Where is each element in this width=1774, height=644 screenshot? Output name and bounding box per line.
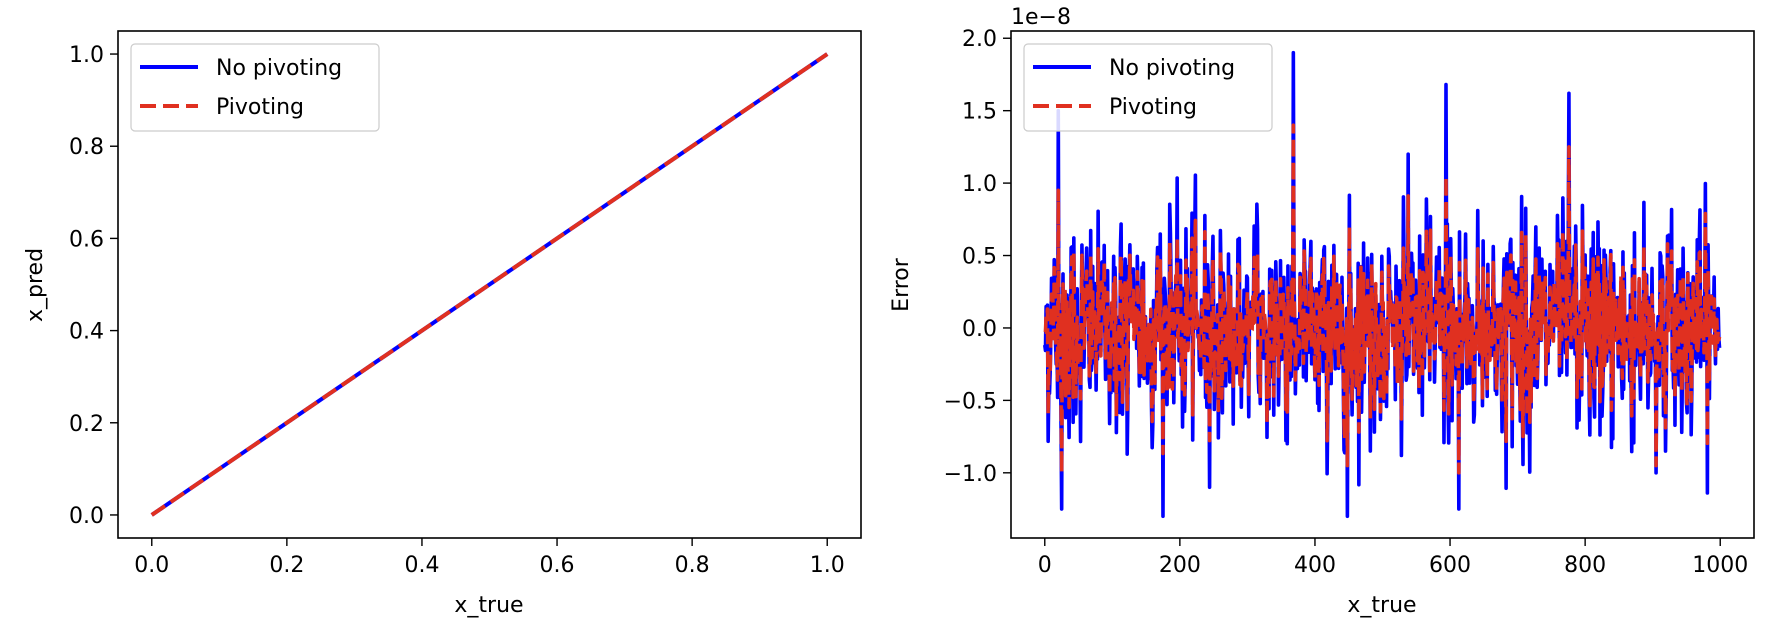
right-y-tick-label: −0.5 [944,389,997,414]
right-x-tick-label: 400 [1294,553,1336,578]
right-x-tick-label: 200 [1159,553,1201,578]
left-legend-label-no-pivoting: No pivoting [216,56,342,81]
left-x-axis-label: x_true [454,593,523,618]
left-series-group [150,52,829,517]
right-y-tick-label: 1.5 [962,100,997,125]
right-chart: 0 200 400 600 800 1000 −1.0 −0.5 0.0 0.5 1.0 1.5 2.… [889,5,1755,618]
right-x-tick-label: 1000 [1692,553,1748,578]
right-y-tick-label: 2.0 [962,27,997,52]
left-y-tick-label: 0.0 [69,504,104,529]
left-plot-frame [117,30,862,539]
left-legend: No pivoting Pivoting [130,43,380,132]
right-offset-label: 1e−8 [1011,5,1071,30]
left-y-axis-label: x_pred [23,248,48,322]
left-y-ticks: 0.0 0.2 0.4 0.6 0.8 1.0 [69,43,118,529]
left-x-tick-label: 0.6 [540,553,575,578]
right-legend: No pivoting Pivoting [1023,43,1273,132]
left-y-tick-label: 0.6 [69,227,104,252]
right-y-tick-label: 0.5 [962,245,997,270]
left-x-tick-label: 0.0 [134,553,169,578]
left-x-tick-label: 0.8 [675,553,710,578]
right-series-pivoting [1043,123,1722,475]
right-x-axis-label: x_true [1347,593,1416,618]
left-y-tick-label: 0.4 [69,320,104,345]
left-chart: 0.0 0.2 0.4 0.6 0.8 1.0 0.0 0.2 0.4 0.6 0.8 1.0 x_… [23,30,862,618]
left-legend-label-pivoting: Pivoting [216,95,304,120]
right-y-tick-label: −1.0 [944,462,997,487]
right-legend-label-pivoting: Pivoting [1109,95,1197,120]
right-x-tick-label: 800 [1564,553,1606,578]
left-y-tick-label: 1.0 [69,43,104,68]
left-x-ticks: 0.0 0.2 0.4 0.6 0.8 1.0 [134,538,845,578]
right-y-tick-label: 0.0 [962,317,997,342]
right-x-tick-label: 600 [1429,553,1471,578]
right-y-ticks: −1.0 −0.5 0.0 0.5 1.0 1.5 2.0 [944,27,1011,487]
left-series-pivoting [150,52,829,517]
right-y-axis-label: Error [889,257,914,312]
right-x-ticks: 0 200 400 600 800 1000 [1038,538,1748,578]
right-plot-frame [1010,30,1755,539]
left-y-tick-label: 0.8 [69,135,104,160]
left-x-tick-label: 0.2 [269,553,304,578]
left-x-tick-label: 0.4 [404,553,439,578]
right-x-tick-label: 0 [1038,553,1052,578]
right-y-tick-label: 1.0 [962,172,997,197]
right-series-group [1042,50,1722,519]
right-legend-label-no-pivoting: No pivoting [1109,56,1235,81]
left-x-tick-label: 1.0 [810,553,845,578]
left-y-tick-label: 0.2 [69,412,104,437]
